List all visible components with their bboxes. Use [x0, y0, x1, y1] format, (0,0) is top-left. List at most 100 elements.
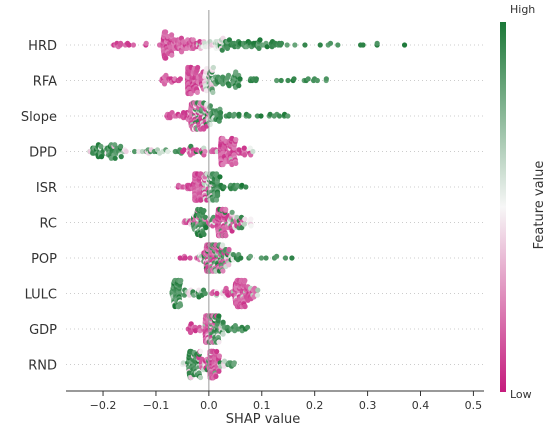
- shap-point: [194, 89, 200, 95]
- shap-point: [165, 148, 171, 155]
- colorbar-gradient: [500, 22, 506, 392]
- shap-point: [226, 83, 232, 89]
- shap-point: [167, 115, 173, 121]
- feature-label: Slope: [21, 110, 57, 125]
- shap-point: [274, 77, 280, 84]
- shap-point: [178, 277, 184, 284]
- shap-point: [163, 55, 169, 61]
- shap-point: [163, 72, 169, 78]
- shap-point: [214, 348, 220, 355]
- shap-point: [257, 37, 263, 43]
- shap-point: [177, 302, 184, 308]
- feature-label: DPD: [29, 146, 57, 161]
- shap-point: [238, 255, 244, 261]
- shap-point: [98, 143, 104, 149]
- shap-point: [242, 216, 248, 222]
- shap-point: [236, 83, 242, 89]
- x-tick-label: 0.3: [359, 399, 377, 412]
- shap-point: [226, 37, 232, 43]
- shap-point: [335, 42, 341, 48]
- colorbar-title: Feature value: [532, 161, 547, 250]
- shap-point: [118, 40, 124, 46]
- shap-point: [202, 290, 208, 297]
- shap-point: [292, 42, 298, 48]
- shap-point: [291, 76, 297, 82]
- shap-point: [246, 113, 252, 119]
- shap-point: [181, 147, 187, 153]
- shap-point: [220, 331, 226, 337]
- feature-label: RND: [28, 359, 57, 374]
- shap-point: [314, 77, 320, 84]
- shap-point: [225, 72, 232, 78]
- shap-point: [242, 303, 248, 310]
- shap-point: [253, 76, 259, 82]
- shap-point: [278, 40, 285, 46]
- shap-point: [210, 89, 216, 95]
- shap-point: [216, 353, 223, 359]
- x-axis: −0.2 −0.1 0.0 0.1 0.2 0.3 0.4 0.5: [66, 390, 484, 412]
- shap-point: [220, 242, 226, 248]
- shap-point: [169, 52, 175, 58]
- shap-point: [215, 192, 221, 199]
- points-layer: [87, 29, 408, 381]
- shap-point: [323, 76, 329, 82]
- shap-point: [226, 262, 232, 268]
- shap-point: [223, 206, 229, 213]
- shap-point: [214, 290, 220, 297]
- shap-point: [229, 209, 235, 215]
- shap-point: [195, 64, 201, 71]
- shap-point: [203, 88, 210, 94]
- shap-point: [231, 360, 237, 366]
- shap-point: [242, 277, 248, 284]
- shap-point: [143, 40, 149, 46]
- x-axis-title: SHAP value: [226, 412, 300, 427]
- x-tick-label: −0.2: [90, 399, 117, 412]
- shap-point: [229, 161, 235, 168]
- shap-point: [242, 152, 248, 158]
- shap-point: [169, 32, 175, 38]
- shap-point: [239, 182, 245, 188]
- shap-point: [118, 154, 124, 160]
- shap-point: [284, 42, 290, 48]
- feature-label: RC: [40, 217, 57, 232]
- shap-point: [282, 255, 289, 261]
- shap-point: [177, 76, 183, 82]
- grid-layer: [66, 44, 484, 365]
- feature-label: POP: [31, 252, 57, 267]
- shap-point: [236, 111, 242, 117]
- shap-point: [216, 368, 222, 374]
- feature-label: LULC: [25, 288, 57, 303]
- shap-point: [224, 45, 231, 52]
- shap-point: [98, 154, 105, 160]
- shap-point: [401, 42, 408, 48]
- shap-point: [217, 115, 223, 121]
- shap-point: [243, 184, 249, 190]
- shap-point: [203, 225, 209, 231]
- shap-point: [317, 42, 323, 48]
- x-tick-label: 0.5: [465, 399, 483, 412]
- shap-point: [241, 221, 247, 227]
- shap-point: [264, 44, 270, 50]
- feature-label: RFA: [33, 75, 57, 90]
- colorbar-low-label: Low: [510, 388, 532, 401]
- shap-point: [136, 148, 142, 155]
- shap-point: [182, 255, 188, 261]
- shap-point: [216, 339, 222, 345]
- x-tick-label: 0.0: [200, 399, 218, 412]
- feature-labels: HRD RFA Slope DPD ISR RC POP LULC GDP RND: [21, 39, 57, 374]
- shap-point: [131, 148, 138, 155]
- shap-point: [216, 313, 222, 319]
- shap-point: [255, 287, 261, 293]
- shap-point: [226, 246, 232, 253]
- shap-point: [201, 231, 207, 237]
- shap-point: [197, 374, 204, 381]
- shap-point: [178, 49, 185, 55]
- shap-point: [285, 77, 291, 84]
- shap-point: [254, 292, 261, 298]
- x-tick-label: 0.4: [412, 399, 430, 412]
- shap-point: [244, 324, 251, 330]
- shap-point: [276, 113, 283, 119]
- shap-point: [213, 197, 220, 203]
- shap-point: [360, 42, 366, 48]
- shap-point: [305, 76, 311, 82]
